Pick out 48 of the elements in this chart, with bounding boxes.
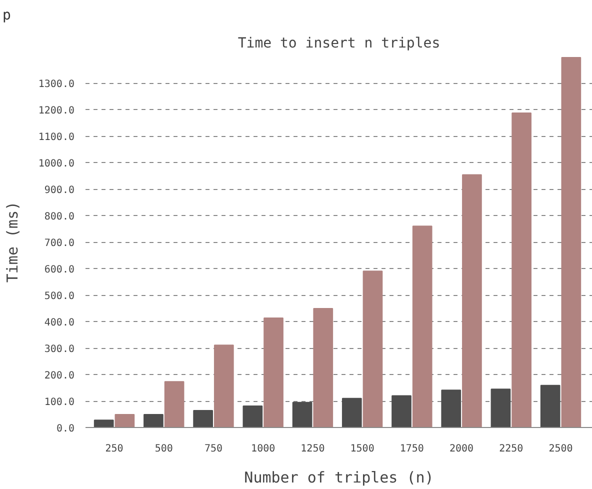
bar (512, 112, 532, 428)
text: p (2, 8, 11, 24)
y-tick-label: 1100.0 (38, 132, 74, 143)
y-tick-label: 100.0 (44, 397, 75, 408)
bar (540, 384, 560, 428)
x-tick-label: 2000 (449, 444, 474, 454)
x-tick-label: 1250 (300, 444, 325, 454)
x-tick-label: 2500 (548, 444, 573, 454)
y-tick-label: 300.0 (44, 344, 75, 355)
x-tick-label: 250 (105, 444, 124, 454)
bar (114, 414, 135, 428)
y-tick-label: 1200.0 (38, 106, 74, 116)
bar (264, 318, 284, 428)
y-tick-label: 700.0 (44, 238, 75, 249)
bar (214, 344, 234, 428)
bar (313, 308, 334, 428)
y-tick-label: 500.0 (44, 291, 75, 302)
x-tick-label: 2250 (499, 444, 524, 454)
y-tick-label: 400.0 (44, 318, 75, 328)
bar (144, 414, 164, 428)
bar (164, 381, 184, 428)
y-tick-label: 200.0 (44, 370, 75, 382)
bar (490, 388, 511, 428)
bar (342, 398, 362, 428)
bar (392, 395, 412, 428)
bar (412, 226, 432, 428)
bar (441, 390, 462, 428)
y-tick-label: 1300.0 (38, 79, 74, 90)
y-tick-label: 900.0 (44, 185, 75, 196)
bar (362, 270, 383, 428)
x-axis-title: Number of triples (n) (244, 468, 434, 486)
bar (292, 402, 312, 428)
bar (561, 57, 582, 428)
x-tick-label: 750 (204, 444, 223, 454)
y-tick-label: 600.0 (44, 264, 75, 276)
bar (94, 420, 114, 428)
bar (242, 406, 263, 428)
y-tick-label: 800.0 (44, 212, 75, 222)
x-tick-label: 1500 (350, 444, 374, 454)
x-tick-label: 500 (154, 444, 173, 454)
chart-title: Time to insert n triples (238, 36, 440, 52)
y-axis-title: Time (ms) (3, 201, 22, 283)
x-tick-label: 1750 (400, 444, 424, 454)
bar (193, 410, 213, 428)
bar (462, 174, 482, 428)
y-tick-label: 0.0 (56, 424, 74, 434)
x-tick-label: 1000 (251, 444, 276, 454)
y-tick-label: 1000.0 (38, 158, 74, 170)
